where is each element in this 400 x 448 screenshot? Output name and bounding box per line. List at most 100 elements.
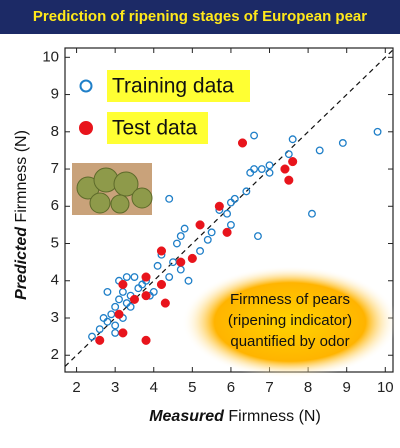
training-point [284,150,293,159]
test-point [280,164,290,174]
training-point [338,139,347,147]
training-point [111,321,120,330]
training-point [103,287,112,296]
training-point [242,187,251,196]
x-tick-label: 6 [227,379,235,396]
test-point [160,298,170,308]
training-point [153,261,162,270]
training-point [308,209,316,218]
x-tick-label: 3 [111,379,119,396]
pear [113,171,139,197]
test-point [187,253,197,263]
annotation-text: (ripening indicator) [228,312,352,329]
test-point [95,335,105,345]
test-point [129,294,140,304]
training-point [230,194,239,203]
training-point [288,135,297,144]
training-point [88,332,96,341]
training-point [257,165,266,173]
y-tick-label: 3 [51,309,59,326]
training-point [265,168,274,177]
x-tick-label: 2 [72,379,80,396]
y-tick-label: 7 [51,160,59,177]
training-point [115,295,123,304]
training-point [165,194,174,203]
test-point [222,227,232,237]
training-point [122,273,131,281]
y-axis-label-text: Firmness (N) [13,130,30,222]
training-point [126,302,135,311]
annotation-bubble [182,266,398,378]
x-tick-label: 8 [304,379,312,396]
test-point [114,309,124,319]
legend-label: Training data [112,75,234,98]
training-point [226,198,235,207]
y-axis-label-emphasis: Predicted [13,226,30,300]
training-point [203,235,212,244]
training-point [176,232,185,241]
legend-marker [79,79,93,93]
x-tick-label: 9 [343,379,351,396]
training-point [172,239,181,248]
training-point [180,224,189,233]
y-tick-label: 9 [51,86,59,103]
test-point [156,246,167,256]
training-point [95,325,104,334]
test-point [214,201,224,211]
x-tick-label: 7 [265,379,273,396]
training-point [138,280,147,289]
test-point [141,272,151,282]
test-point [118,328,128,338]
y-tick-label: 10 [42,48,59,65]
training-point [165,273,174,281]
y-tick-label: 6 [51,197,59,214]
training-point [130,273,139,281]
training-point [111,328,120,337]
chart-title: Prediction of ripening stages of Europea… [33,8,367,25]
x-axis-label-emphasis: Measured [149,408,225,425]
training-point [134,284,143,293]
annotation-text: quantified by odor [230,333,349,350]
training-point [253,232,262,241]
x-tick-label: 5 [188,379,196,396]
test-point [237,138,248,148]
y-tick-label: 2 [51,346,59,363]
training-point [373,127,382,136]
test-point [141,335,151,345]
test-point [288,157,298,167]
x-axis-label-text: Firmness (N) [228,408,320,425]
training-point [99,314,108,322]
test-point [141,291,151,301]
legend-box [107,70,250,102]
training-point [226,220,235,229]
training-point [196,247,205,255]
pear [131,187,153,209]
training-point [265,161,274,170]
legend-box [107,112,208,144]
training-point [103,317,112,326]
training-point [107,310,116,319]
test-point [284,175,294,185]
training-point [111,302,120,311]
pear [110,194,130,214]
training-point [122,299,131,308]
y-tick-label: 8 [51,123,59,140]
plot-frame [64,47,394,373]
y-tick-label: 5 [51,234,59,251]
x-tick-label: 4 [150,379,158,396]
y-tick-label: 4 [51,272,59,289]
training-point [207,228,216,237]
training-point [250,165,259,173]
training-point [184,276,193,285]
training-point [223,209,232,218]
training-point [176,265,185,274]
annotation-text: Firmness of pears [230,291,350,308]
x-tick-label: 10 [377,379,394,396]
training-point [149,287,158,296]
title-banner [0,0,400,34]
legend-marker [79,121,93,135]
y-axis-label: Predicted Firmness (N) [13,130,30,300]
test-point [176,257,186,267]
pear [89,192,111,214]
